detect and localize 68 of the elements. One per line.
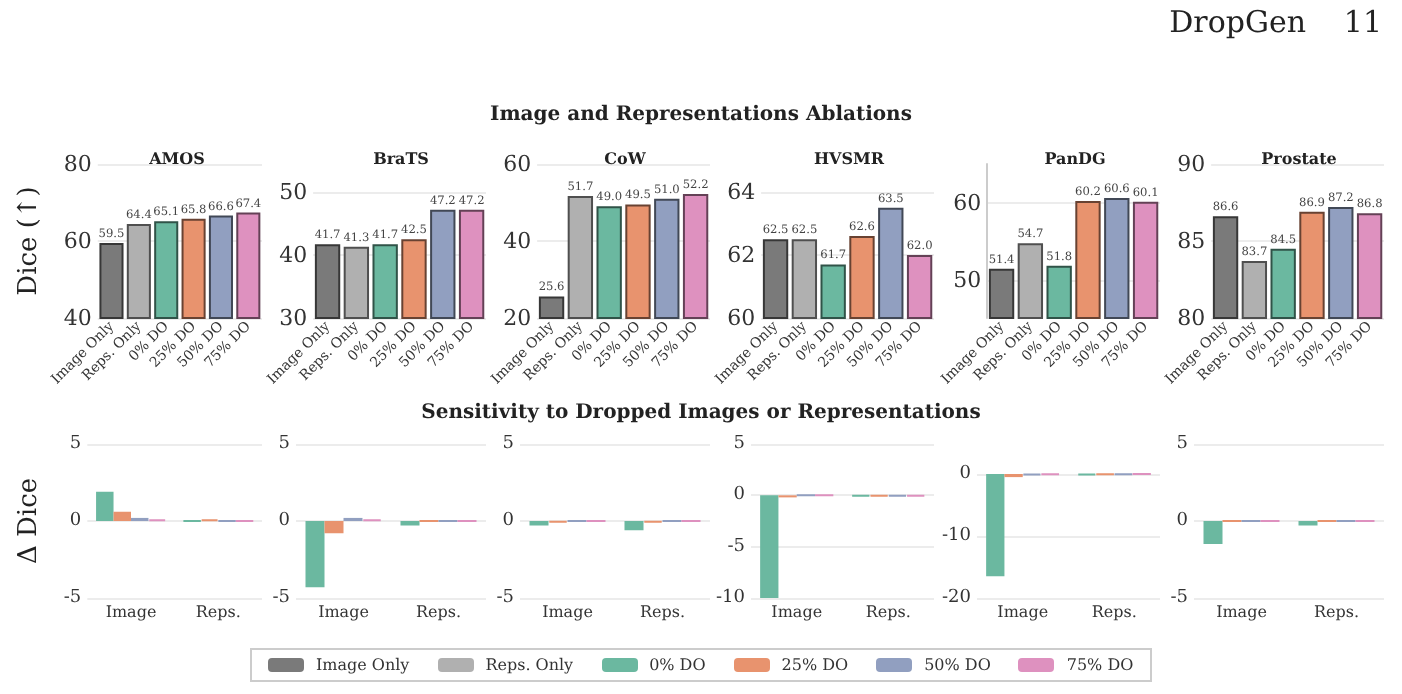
y-tick-label: 60 xyxy=(953,189,982,216)
legend-label: Image Only xyxy=(316,656,410,674)
y-tick-label: 80 xyxy=(63,151,92,177)
bar xyxy=(96,491,114,521)
x-tick-label: Reps. xyxy=(415,603,462,621)
y-axis-title: Δ Dice xyxy=(14,477,44,565)
x-tick-label: Image xyxy=(105,603,157,621)
y-tick-label: 0 xyxy=(502,511,515,531)
chart-title: HVSMR xyxy=(813,148,885,168)
bar xyxy=(113,511,131,521)
y-tick-label: -10 xyxy=(715,588,746,608)
y-tick-label: 0 xyxy=(1176,511,1189,531)
x-tick-label: Reps. xyxy=(195,603,241,621)
y-tick-label: 5 xyxy=(69,434,82,454)
y-tick-label: 60 xyxy=(727,305,756,331)
x-tick-label: Reps. xyxy=(639,603,686,621)
y-tick-label: 80 xyxy=(1177,305,1206,331)
y-tick-label: 90 xyxy=(1177,151,1206,177)
y-tick-label: -5 xyxy=(63,588,82,608)
text: Image and Representations Ablations xyxy=(488,104,914,126)
y-axis-title: Dice (↑) xyxy=(14,186,44,296)
x-tick-label: Reps. xyxy=(1313,603,1360,621)
y-tick-label: 5 xyxy=(733,434,746,454)
y-tick-label: 5 xyxy=(278,434,291,454)
x-tick-label: Image xyxy=(1216,603,1268,621)
y-tick-label: 20 xyxy=(503,305,532,331)
legend-label: 50% DO xyxy=(924,656,991,674)
chart-title: CoW xyxy=(604,148,648,168)
y-tick-label: 5 xyxy=(1176,434,1189,454)
y-tick-label: 40 xyxy=(279,242,308,268)
y-tick-label: 64 xyxy=(727,179,756,205)
y-tick-label: -10 xyxy=(941,526,972,546)
x-tick-label: Image xyxy=(542,603,594,621)
y-tick-label: 0 xyxy=(278,511,291,531)
y-tick-label: 60 xyxy=(63,228,92,254)
legend-label: 25% DO xyxy=(781,656,849,674)
x-tick-label: Reps. xyxy=(1091,603,1137,621)
y-tick-label: 50 xyxy=(953,266,982,293)
chart-title: PanDG xyxy=(1044,148,1106,168)
y-tick-label: 50 xyxy=(279,179,308,205)
y-tick-label: 30 xyxy=(279,305,308,331)
chart-title: AMOS xyxy=(147,148,206,168)
text: Sensitivity to Dropped Images or Representations xyxy=(419,402,983,424)
legend-label: 75% DO xyxy=(1066,656,1134,674)
x-tick-label: Image xyxy=(318,603,370,621)
chart-title: Prostate xyxy=(1261,148,1337,168)
y-tick-label: -20 xyxy=(941,588,972,608)
x-tick-label: Image xyxy=(997,603,1049,621)
x-tick-label: Image xyxy=(771,603,823,621)
y-tick-label: 40 xyxy=(503,228,532,254)
y-tick-label: 62 xyxy=(727,242,756,268)
y-tick-label: 0 xyxy=(733,485,746,506)
text: 11 xyxy=(1343,4,1382,40)
y-tick-label: 0 xyxy=(959,464,972,484)
y-tick-label: 85 xyxy=(1177,228,1206,254)
y-tick-label: -5 xyxy=(496,588,515,608)
y-tick-label: 5 xyxy=(502,434,515,454)
y-tick-label: -5 xyxy=(727,536,746,557)
legend-label: Reps. Only xyxy=(485,656,574,674)
y-tick-label: 60 xyxy=(503,151,532,177)
chart-title: BraTS xyxy=(373,148,430,168)
y-tick-label: -5 xyxy=(272,588,291,608)
x-tick-label: Reps. xyxy=(865,603,911,621)
y-tick-label: 0 xyxy=(69,511,82,531)
text: DropGen xyxy=(1169,4,1306,40)
y-tick-label: 40 xyxy=(63,305,92,331)
y-tick-label: -5 xyxy=(1170,588,1189,608)
legend-label: 0% DO xyxy=(649,656,706,674)
